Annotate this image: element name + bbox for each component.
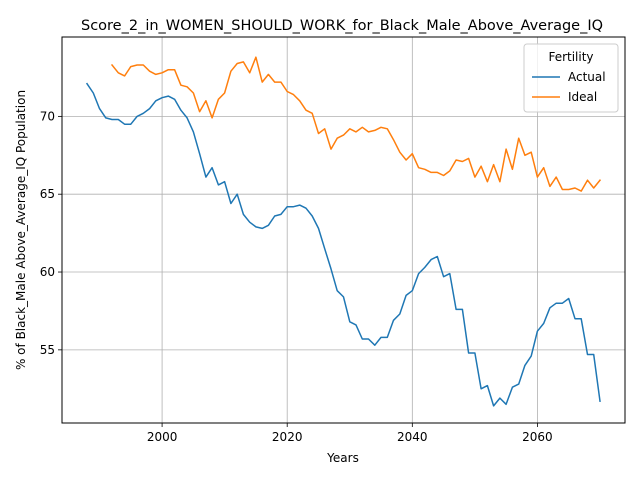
- x-tick-label: 2040: [397, 430, 428, 444]
- y-tick-label: 60: [40, 265, 55, 279]
- series-lines: [85, 56, 602, 407]
- y-axis-ticks: 55 60 65 70: [40, 109, 62, 357]
- legend-label-ideal: Ideal: [568, 90, 597, 104]
- y-tick-label: 65: [40, 187, 55, 201]
- legend-box: [523, 43, 619, 113]
- x-tick-label: 2000: [147, 430, 178, 444]
- x-axis-label: Years: [326, 451, 359, 465]
- legend: Fertility Actual Ideal: [523, 43, 619, 113]
- plot-area-frame: [61, 36, 626, 424]
- x-tick-label: 2060: [522, 430, 553, 444]
- legend-title: Fertility: [548, 50, 593, 64]
- legend-label-actual: Actual: [568, 70, 606, 84]
- y-axis-label: % of Black_Male Above_Average_IQ Populat…: [14, 90, 28, 370]
- x-axis-ticks: 2000 2020 2040 2060: [147, 423, 553, 444]
- series-line-ideal: [110, 56, 602, 192]
- x-tick-label: 2020: [272, 430, 303, 444]
- y-tick-label: 70: [40, 109, 55, 123]
- chart-title: Score_2_in_WOMEN_SHOULD_WORK_for_Black_M…: [81, 18, 603, 34]
- y-tick-label: 55: [40, 343, 55, 357]
- series-line-actual: [85, 82, 601, 407]
